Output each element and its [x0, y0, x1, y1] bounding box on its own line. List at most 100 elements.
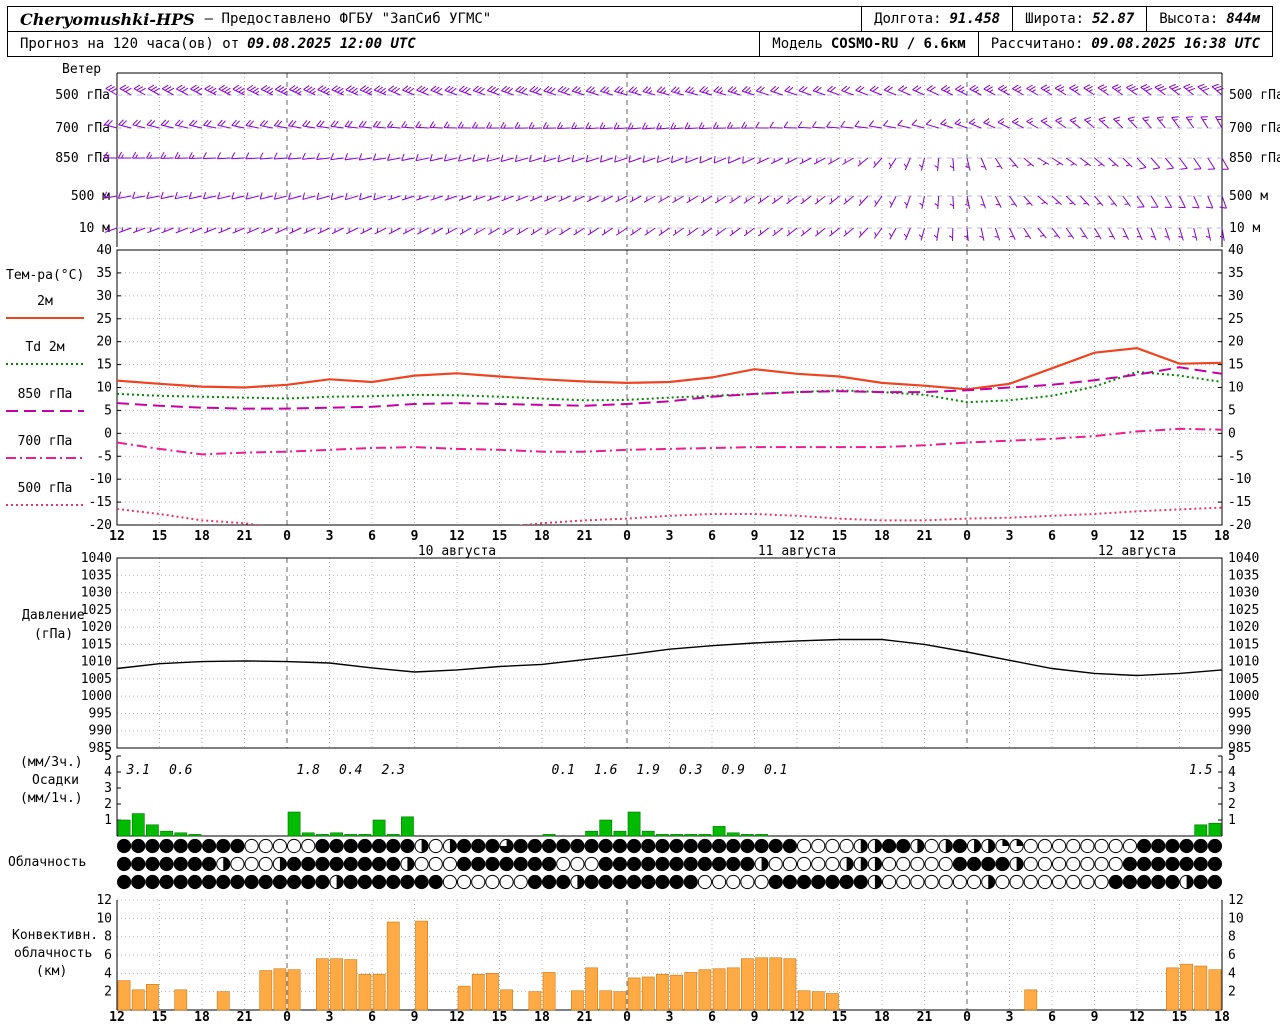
svg-text:4: 4 [104, 765, 112, 780]
svg-text:2: 2 [1228, 985, 1236, 1000]
svg-text:1040: 1040 [81, 551, 112, 566]
conv-label-line3: (км) [36, 964, 68, 979]
svg-text:3.1: 3.1 [126, 763, 150, 778]
precipitation-panel: 1 12 23 34 45 53.1 0.6 1.8 0.4 2.3 0.1 1.6 1.9 0.3 0.9… [104, 749, 1236, 837]
svg-text:10: 10 [96, 911, 112, 926]
svg-text:850 гПа: 850 гПа [1229, 151, 1280, 166]
legend-label-700hpa: 700 гПа [17, 434, 73, 449]
svg-text:700 гПа: 700 гПа [55, 121, 110, 136]
model-value: COSMO-RU / 6.6км [830, 36, 966, 52]
longitude-value: 91.458 [949, 11, 1001, 27]
svg-text:500 гПа: 500 гПа [1229, 88, 1280, 103]
svg-text:0: 0 [963, 1010, 971, 1024]
x-axis-labels: 12 15 18 21 0 3 6 9 12 15 18 21 0 3 6 9 12 15 18 21 0 3 6 9 12 15… [109, 529, 1230, 559]
svg-text:5: 5 [1228, 749, 1236, 764]
svg-text:12: 12 [789, 529, 805, 544]
svg-text:2.3: 2.3 [382, 763, 405, 778]
svg-text:3: 3 [1228, 781, 1236, 796]
svg-text:4: 4 [1228, 765, 1236, 780]
svg-text:-20: -20 [89, 518, 112, 533]
svg-text:0.4: 0.4 [339, 763, 362, 778]
latitude-cell: Широта: 52.87 [1012, 7, 1146, 31]
svg-text:1000: 1000 [1228, 689, 1259, 704]
svg-text:0: 0 [623, 529, 631, 544]
svg-text:25: 25 [96, 312, 112, 327]
svg-text:0: 0 [283, 529, 291, 544]
wind-panel: 500 гПа 500 гПа 700 гПа 700 гПа 850 гПа 850 г… [55, 72, 1280, 247]
svg-text:18: 18 [874, 1010, 890, 1024]
svg-text:9: 9 [751, 1010, 759, 1024]
svg-text:4: 4 [1228, 966, 1236, 981]
svg-text:0: 0 [963, 529, 971, 544]
svg-text:0: 0 [104, 426, 112, 441]
svg-text:21: 21 [917, 1010, 933, 1024]
svg-text:0.1: 0.1 [552, 763, 575, 778]
longitude-label: Долгота: [874, 11, 942, 27]
svg-text:12: 12 [109, 1010, 125, 1024]
svg-text:12 августа: 12 августа [1098, 544, 1176, 559]
svg-text:1.6: 1.6 [594, 763, 618, 778]
svg-text:3: 3 [1006, 1010, 1014, 1024]
svg-text:-5: -5 [1228, 449, 1244, 464]
altitude-label: Высота: [1159, 11, 1219, 27]
svg-text:1.8: 1.8 [297, 763, 321, 778]
bottom-axis-labels: 12 15 18 21 0 3 6 9 12 15 18 21 0 3 6 9 12 15 18 21 0 3 6 9 12 15… [109, 1010, 1230, 1024]
svg-text:0: 0 [1228, 426, 1236, 441]
header-row-2: Прогноз на 120 часа(ов) от 09.08.2025 12… [8, 31, 1272, 56]
forecast-label: Прогноз на 120 часа(ов) от [20, 36, 240, 52]
svg-text:1035: 1035 [1228, 568, 1259, 583]
vertical-gridlines [159, 73, 1180, 1010]
svg-text:990: 990 [1228, 724, 1251, 739]
svg-text:15: 15 [1172, 1010, 1188, 1024]
svg-text:9: 9 [411, 529, 419, 544]
svg-text:12: 12 [449, 1010, 465, 1024]
svg-text:3: 3 [666, 529, 674, 544]
svg-text:-20: -20 [1228, 518, 1251, 533]
svg-text:18: 18 [534, 529, 550, 544]
legend-label-td2m: Td 2м [25, 340, 65, 355]
svg-text:15: 15 [832, 1010, 848, 1024]
svg-text:5: 5 [1228, 403, 1236, 418]
svg-text:15: 15 [492, 529, 508, 544]
svg-text:11 августа: 11 августа [758, 544, 836, 559]
svg-text:12: 12 [1129, 1010, 1145, 1024]
pressure-label-line1: Давление [22, 608, 85, 623]
altitude-value: 844м [1226, 11, 1260, 27]
latitude-label: Широта: [1025, 11, 1085, 27]
svg-text:3: 3 [1006, 529, 1014, 544]
svg-text:0.1: 0.1 [764, 763, 787, 778]
svg-text:30: 30 [1228, 289, 1244, 304]
svg-text:15: 15 [832, 529, 848, 544]
svg-text:500 м: 500 м [1229, 189, 1268, 204]
svg-text:990: 990 [89, 724, 112, 739]
svg-text:1025: 1025 [81, 603, 112, 618]
convective-panel: 2 2 4 4 6 6 8 8 10 10 12 12 [96, 893, 1244, 1011]
svg-text:1015: 1015 [1228, 637, 1259, 652]
wind-panel-label: Ветер [62, 62, 102, 77]
svg-text:985: 985 [1228, 741, 1251, 756]
temperature-legend-lines [6, 317, 84, 506]
svg-text:12: 12 [789, 1010, 805, 1024]
svg-text:700 гПа: 700 гПа [1229, 121, 1280, 136]
legend-label-t2m: 2м [37, 294, 53, 309]
conv-label-line1: Конвективн. [12, 928, 99, 943]
svg-text:21: 21 [237, 529, 253, 544]
svg-text:1005: 1005 [81, 672, 112, 687]
calc-cell: Рассчитано: 09.08.2025 16:38 UTC [977, 32, 1272, 56]
svg-text:1010: 1010 [1228, 655, 1259, 670]
svg-text:0: 0 [283, 1010, 291, 1024]
svg-text:20: 20 [1228, 335, 1244, 350]
svg-text:12: 12 [109, 529, 125, 544]
svg-text:6: 6 [708, 1010, 716, 1024]
svg-text:15: 15 [96, 358, 112, 373]
svg-text:10: 10 [1228, 911, 1244, 926]
svg-text:18: 18 [1214, 529, 1230, 544]
svg-text:18: 18 [874, 529, 890, 544]
svg-text:21: 21 [577, 1010, 593, 1024]
legend-label-850hpa: 850 гПа [17, 387, 73, 402]
svg-text:9: 9 [1091, 529, 1099, 544]
svg-text:18: 18 [194, 529, 210, 544]
svg-text:21: 21 [917, 529, 933, 544]
svg-text:2: 2 [1228, 797, 1236, 812]
